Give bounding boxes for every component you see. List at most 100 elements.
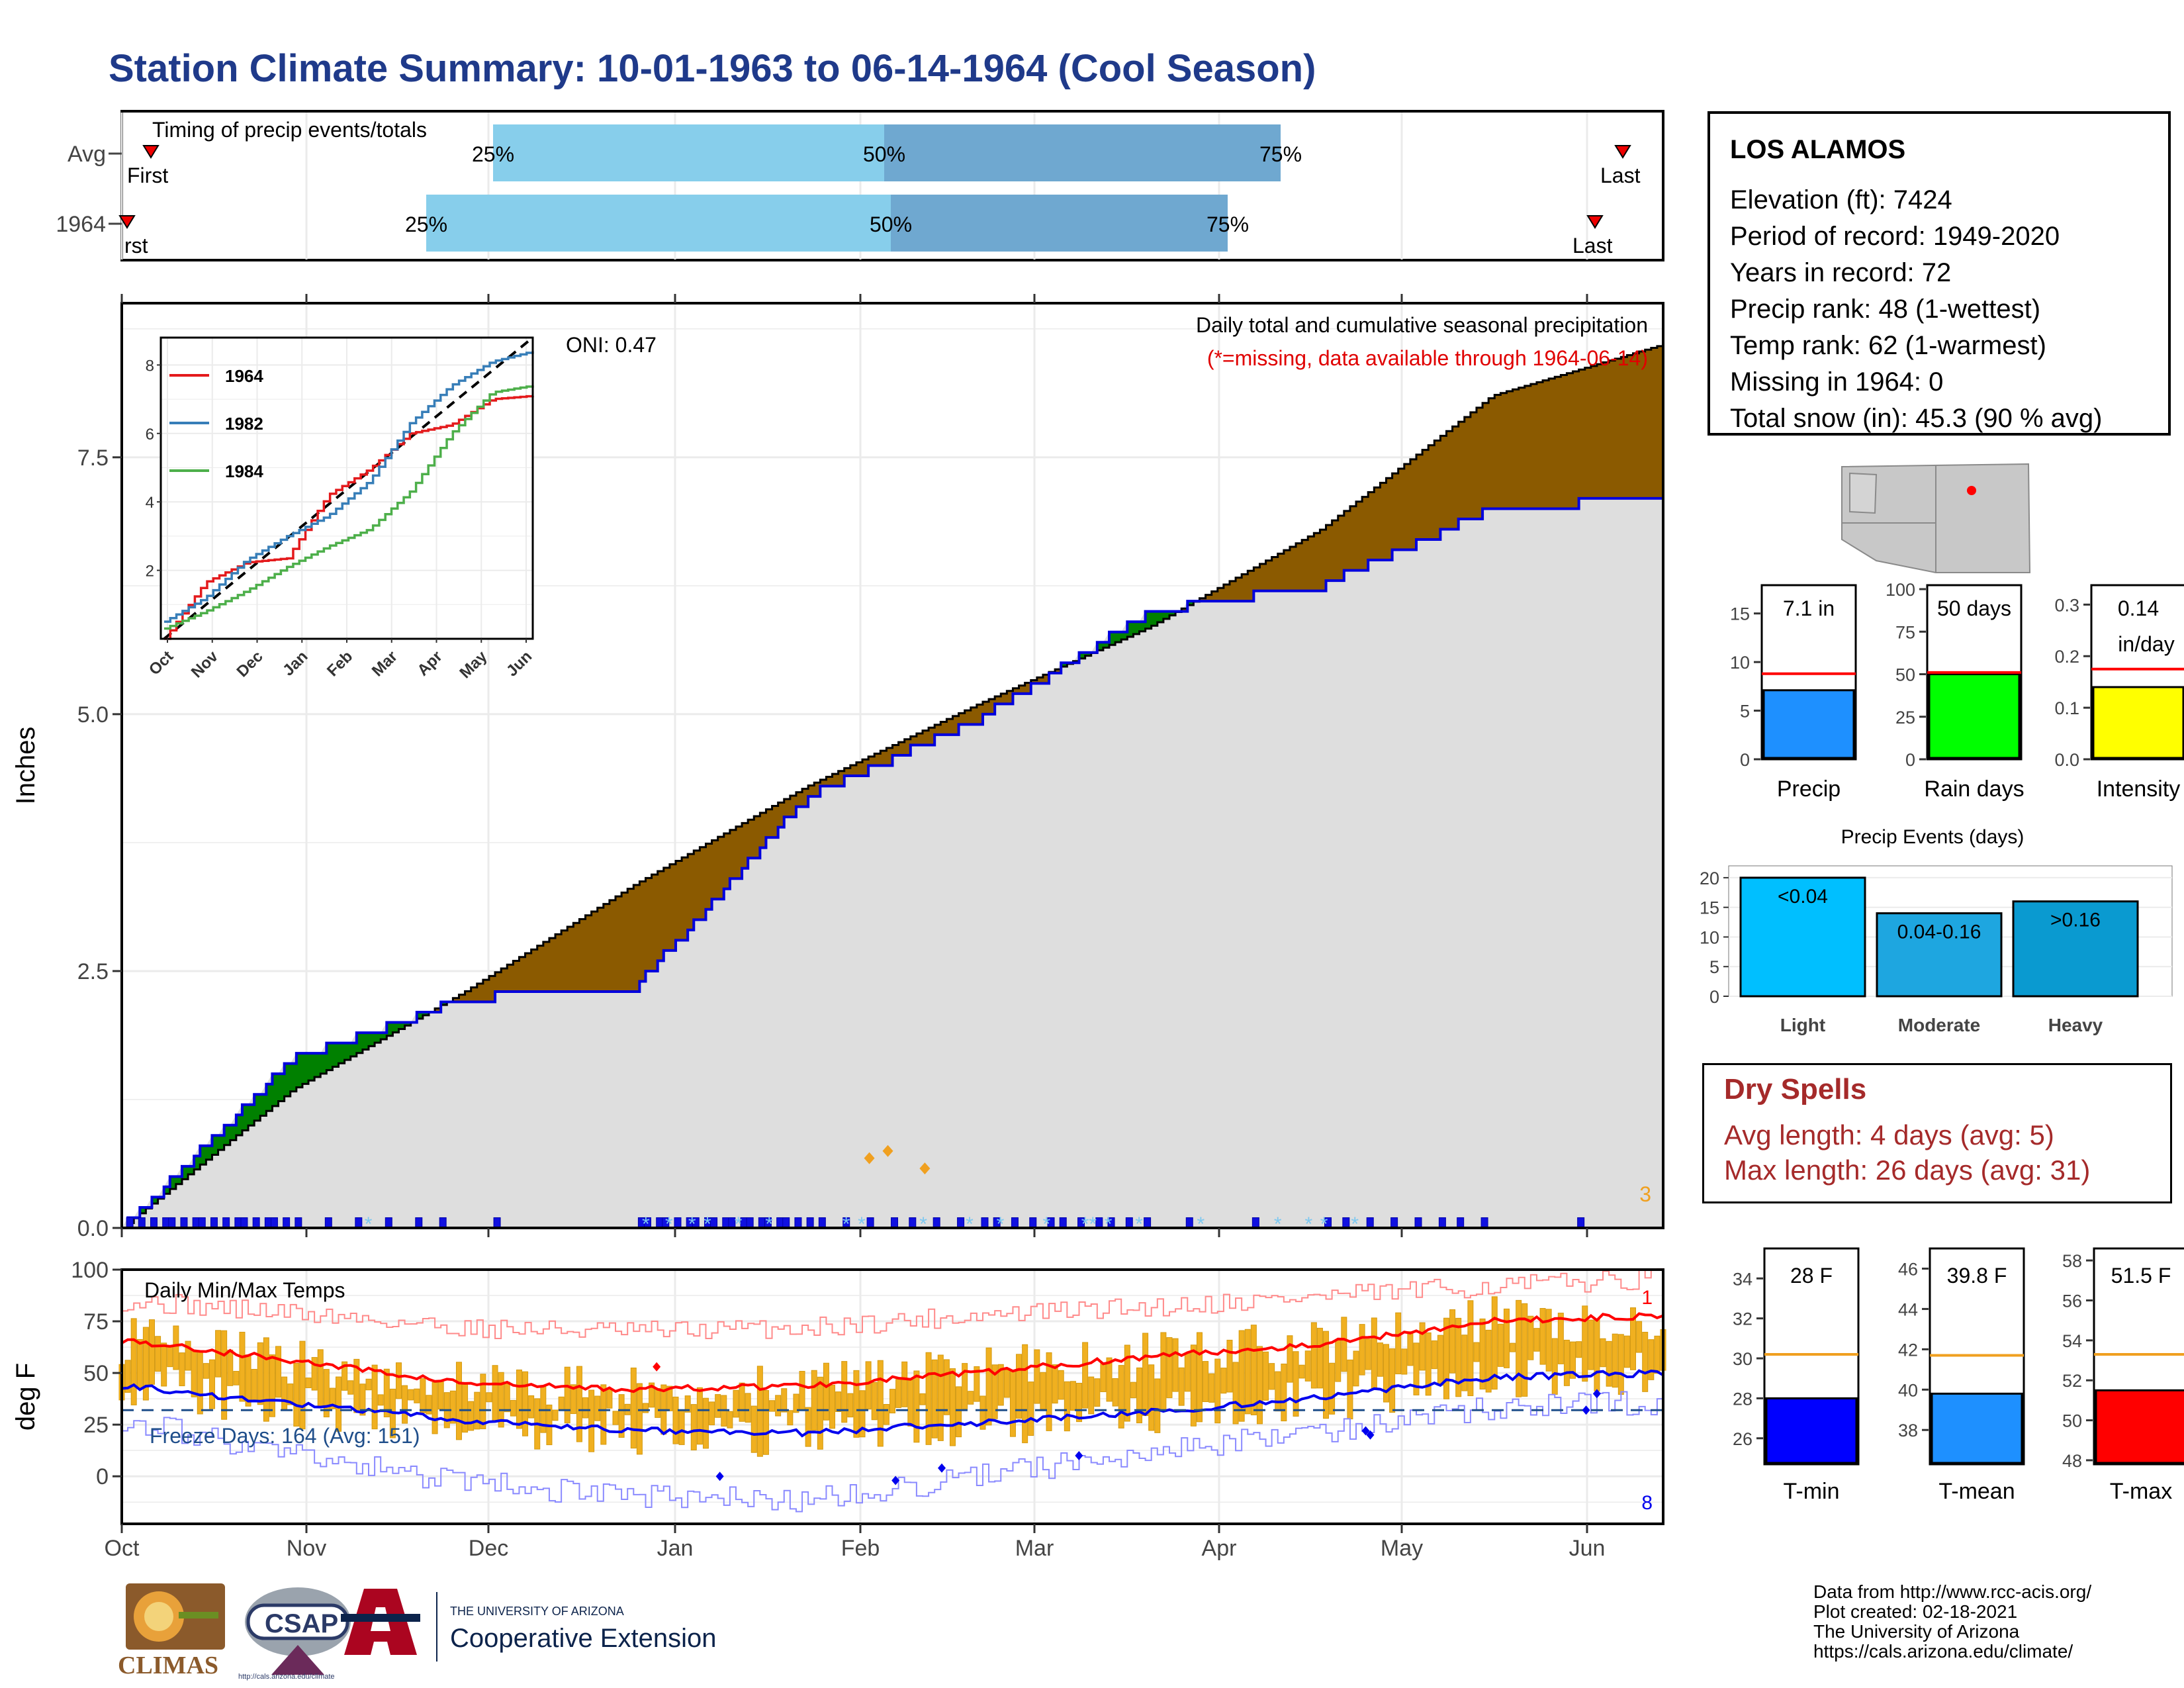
daily-temp-bar — [1533, 1328, 1540, 1352]
daily-temp-bar — [684, 1395, 691, 1413]
daily-precip-bar — [415, 1217, 423, 1229]
daily-temp-bar — [1437, 1335, 1443, 1386]
daily-temp-bar — [1365, 1338, 1371, 1370]
daily-precip-bar — [1414, 1217, 1422, 1229]
temp-summary-value-label: 39.8 F — [1947, 1264, 2007, 1288]
daily-temp-bar — [221, 1330, 228, 1420]
snow-marker: * — [642, 1213, 650, 1235]
events-ytick-label: 20 — [1700, 868, 1719, 888]
daily-temp-bar — [1551, 1338, 1558, 1395]
daily-precip-bar — [957, 1217, 965, 1229]
snow-marker: * — [1304, 1213, 1312, 1235]
daily-temp-bar — [1455, 1317, 1462, 1397]
daily-temp-bar — [715, 1394, 721, 1418]
daily-temp-bar — [1485, 1329, 1492, 1393]
daily-temp-bar — [1304, 1350, 1311, 1382]
daily-temp-bar — [437, 1381, 444, 1410]
main-ylabel: Inches — [11, 727, 40, 805]
daily-temp-bar — [1100, 1363, 1107, 1393]
daily-precip-bar — [776, 1217, 784, 1229]
summary-ytick-label: 50 — [1895, 665, 1915, 685]
main-ytick-label: 7.5 — [77, 445, 109, 471]
inset-legend-label: 1984 — [225, 461, 263, 481]
temp-summary-value-bar — [1765, 1397, 1858, 1464]
daily-precip-bar — [794, 1217, 802, 1229]
daily-temp-bar — [564, 1366, 570, 1424]
daily-temp-bar — [756, 1366, 763, 1457]
daily-temp-bar — [179, 1352, 185, 1387]
daily-temp-bar — [883, 1404, 889, 1425]
record-temp-marker — [1366, 1430, 1375, 1440]
events-bar-label: Light — [1780, 1015, 1825, 1035]
snow-marker: * — [1135, 1213, 1143, 1235]
daily-temp-bar — [1016, 1354, 1023, 1419]
daily-precip-bar — [782, 1217, 790, 1229]
daily-temp-bar — [781, 1388, 788, 1413]
daily-precip-bar — [162, 1217, 170, 1229]
daily-temp-bar — [1516, 1299, 1522, 1397]
timing-first-marker — [118, 215, 136, 229]
daily-temp-bar — [293, 1362, 300, 1427]
daily-temp-bar — [1275, 1371, 1281, 1412]
daily-temp-bar — [1052, 1364, 1058, 1404]
record-temp-marker — [653, 1362, 661, 1372]
record-temp-marker — [715, 1472, 724, 1481]
daily-temp-bar — [1130, 1382, 1136, 1399]
temp-summary-bars: 26 28 30 32 34 28 F T-min 38 40 42 44 46 39.8 F T-mea… — [1733, 1247, 2184, 1504]
daily-temp-bar — [762, 1389, 769, 1455]
daily-temp-bar — [968, 1391, 974, 1405]
daily-temp-bar — [1600, 1338, 1606, 1368]
timing-bar-lower — [426, 195, 891, 252]
daily-temp-bar — [751, 1405, 757, 1453]
daily-temp-bar — [1654, 1335, 1661, 1374]
daily-temp-bar — [1226, 1339, 1233, 1393]
daily-precip-bar — [295, 1217, 302, 1229]
daily-temp-bar — [1022, 1344, 1028, 1444]
daily-temp-bar — [600, 1384, 607, 1445]
daily-temp-bar — [1136, 1367, 1143, 1423]
daily-temp-bar — [1377, 1342, 1383, 1377]
main-legend-line2: (*=missing, data available through 1964-… — [1207, 346, 1648, 370]
snow-marker: * — [842, 1213, 850, 1235]
heavy-precip-marker — [864, 1152, 875, 1164]
station-name: LOS ALAMOS — [1730, 135, 1906, 164]
daily-temp-bar — [305, 1378, 312, 1388]
daily-temp-bar — [588, 1389, 595, 1452]
daily-precip-bar — [234, 1217, 242, 1229]
timing-last-marker — [1614, 145, 1631, 159]
daily-temp-bar — [1539, 1308, 1546, 1365]
summary-ytick-label: 25 — [1895, 708, 1915, 727]
daily-precip-bar — [710, 1217, 718, 1229]
main-ytick-label: 2.5 — [77, 959, 109, 984]
daily-temp-bar — [678, 1411, 685, 1445]
precip-chart: * * * * * * * * * * * * * * * * * * * * * *0.02.55.07.5Inches… — [11, 294, 1664, 1241]
record-temp-marker — [891, 1476, 900, 1485]
daily-temp-bar — [474, 1391, 480, 1430]
summary-value-label-2: in/day — [2118, 632, 2174, 656]
station-missing: Missing in 1964: 0 — [1730, 367, 1944, 397]
temp-summary-ytick-label: 40 — [1898, 1380, 1918, 1400]
daily-temp-bar — [775, 1395, 782, 1417]
daily-temp-bar — [576, 1366, 582, 1442]
daily-temp-bar — [414, 1388, 420, 1403]
daily-temp-bar — [432, 1382, 438, 1434]
daily-temp-bar — [1623, 1335, 1630, 1368]
daily-temp-bar — [1238, 1330, 1245, 1422]
daily-temp-bar — [943, 1359, 950, 1415]
daily-precip-bar — [222, 1217, 230, 1229]
corner-count: 3 — [1639, 1182, 1651, 1206]
daily-temp-bar — [426, 1395, 432, 1415]
temp-xtick-label: May — [1381, 1536, 1423, 1561]
daily-temp-bar — [486, 1392, 492, 1403]
daily-temp-bar — [1208, 1373, 1215, 1403]
snow-marker: * — [665, 1213, 673, 1235]
snow-marker: * — [704, 1213, 711, 1235]
events-bar — [1739, 876, 1866, 998]
snow-marker: * — [1274, 1213, 1282, 1235]
daily-temp-bar — [769, 1400, 776, 1412]
inset-legend-label: 1982 — [225, 414, 263, 434]
dry-spells-avg: Avg length: 4 days (avg: 5) — [1724, 1119, 2054, 1150]
daily-temp-bar — [173, 1325, 179, 1370]
timing-last-label: Last — [1600, 164, 1641, 187]
daily-temp-bar — [1594, 1319, 1600, 1391]
